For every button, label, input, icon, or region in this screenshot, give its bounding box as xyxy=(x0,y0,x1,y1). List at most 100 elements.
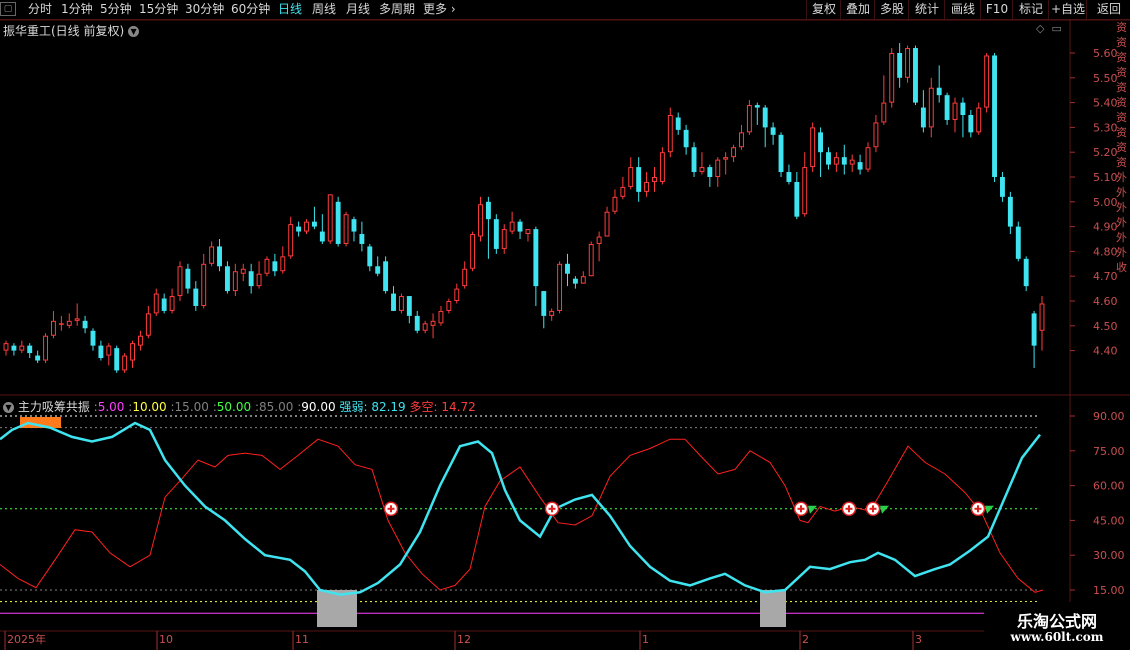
period-daily[interactable]: 日线 xyxy=(278,2,303,16)
candle-body-up xyxy=(731,147,737,158)
candle-body-down xyxy=(944,95,950,120)
candle xyxy=(50,310,56,339)
candle xyxy=(43,333,48,363)
candle xyxy=(11,343,17,356)
chevron-down-icon[interactable]: ▼ xyxy=(128,26,140,37)
candle-body-up xyxy=(659,152,665,182)
strength-line xyxy=(0,421,1041,596)
candle-body-up xyxy=(628,167,634,187)
candle-body-down xyxy=(414,315,420,331)
candle-body-down xyxy=(1031,313,1037,346)
green-flag-icon xyxy=(985,505,994,514)
candle xyxy=(351,216,357,242)
period-weekly[interactable]: 周线 xyxy=(312,2,337,16)
period-fenshi[interactable]: 分时 xyxy=(28,2,53,16)
candle-body-up xyxy=(438,310,444,324)
candle-body-up xyxy=(422,323,428,331)
add-watchlist-button[interactable]: +自选 xyxy=(1048,0,1087,19)
candle xyxy=(130,340,135,368)
candle-body-up xyxy=(232,271,238,292)
candle xyxy=(572,276,578,289)
indicator-menu-icon[interactable]: ▼ xyxy=(3,402,14,413)
longshort-label: 多空 xyxy=(409,400,434,414)
strength-value: 82.19 xyxy=(371,400,406,414)
candle xyxy=(122,353,128,373)
price-tick-label: 5.10 xyxy=(1093,171,1118,184)
period-monthly[interactable]: 月线 xyxy=(346,2,371,16)
candle xyxy=(557,261,563,314)
candle-body-down xyxy=(897,53,903,78)
candle xyxy=(1000,172,1005,202)
mark-button[interactable]: 标记 xyxy=(1012,0,1049,19)
period-more[interactable]: 更多 › xyxy=(423,1,456,18)
period-15min[interactable]: 15分钟 xyxy=(139,2,179,16)
candle-body-down xyxy=(375,266,381,274)
draw-line-button[interactable]: 画线 xyxy=(944,0,981,19)
candle-body-down xyxy=(82,320,88,329)
candle xyxy=(905,45,911,83)
diamond-icon[interactable]: ◇ xyxy=(1036,22,1045,35)
fuquan-button[interactable]: 复权 xyxy=(806,0,841,19)
candle-body-up xyxy=(580,276,586,284)
period-multi[interactable]: 多周期 xyxy=(379,2,416,16)
candle xyxy=(588,241,594,277)
candle-body-down xyxy=(968,115,974,133)
candle xyxy=(185,263,191,294)
candle xyxy=(406,296,412,324)
price-tick-label: 4.50 xyxy=(1093,320,1118,333)
candle xyxy=(383,256,389,294)
candle xyxy=(35,350,41,363)
period-30min[interactable]: 30分钟 xyxy=(185,2,225,16)
candle xyxy=(699,152,705,175)
window-icon[interactable]: ▭ xyxy=(1051,22,1062,35)
candle-body-up xyxy=(746,105,752,133)
period-60min[interactable]: 60分钟 xyxy=(231,2,271,16)
candle xyxy=(794,172,800,220)
buy-signal-icon xyxy=(841,501,857,517)
candle-body-up xyxy=(667,115,673,153)
candle xyxy=(422,320,428,334)
buy-signal-icon xyxy=(544,501,560,517)
candle xyxy=(19,340,25,354)
candle xyxy=(272,253,278,277)
candle-body-down xyxy=(224,266,230,292)
multi-stock-button[interactable]: 多股 xyxy=(874,0,909,19)
candle xyxy=(762,105,768,148)
watermark-url: www.60lt.com xyxy=(1010,630,1104,644)
candle-body-up xyxy=(881,102,887,123)
f10-button[interactable]: F10 xyxy=(980,0,1013,19)
stats-button[interactable]: 统计 xyxy=(908,0,945,19)
candle xyxy=(739,124,744,150)
candle xyxy=(264,256,270,277)
candle-body-up xyxy=(699,167,705,173)
back-button[interactable]: 返回 xyxy=(1086,0,1130,19)
candle-body-up xyxy=(430,320,436,326)
overlay-button[interactable]: 叠加 xyxy=(840,0,875,19)
candle-body-down xyxy=(913,48,918,103)
candle-body-up xyxy=(905,48,911,78)
chevron-right-icon: › xyxy=(447,2,456,16)
candle xyxy=(920,90,926,133)
candle xyxy=(106,343,112,366)
window-menu-icon[interactable]: ▢ xyxy=(0,2,16,16)
period-5min[interactable]: 5分钟 xyxy=(100,2,132,16)
candle-body-down xyxy=(335,201,341,244)
candle-body-up xyxy=(549,310,555,316)
candle-body-down xyxy=(11,345,17,351)
period-1min[interactable]: 1分钟 xyxy=(61,2,93,16)
price-tick-label: 5.40 xyxy=(1093,97,1118,110)
candle xyxy=(193,281,199,311)
candle xyxy=(27,343,33,359)
candle xyxy=(438,305,444,326)
candle xyxy=(873,115,879,153)
candle-body-up xyxy=(620,186,626,197)
candle xyxy=(770,122,776,145)
candle-body-up xyxy=(169,296,175,311)
candle-body-up xyxy=(976,107,982,133)
date-tick-label: 2 xyxy=(802,633,809,646)
candle-body-up xyxy=(470,234,476,269)
candle-body-down xyxy=(1023,258,1029,287)
candle-body-down xyxy=(826,152,831,165)
param-2: 15.00 xyxy=(174,400,209,414)
